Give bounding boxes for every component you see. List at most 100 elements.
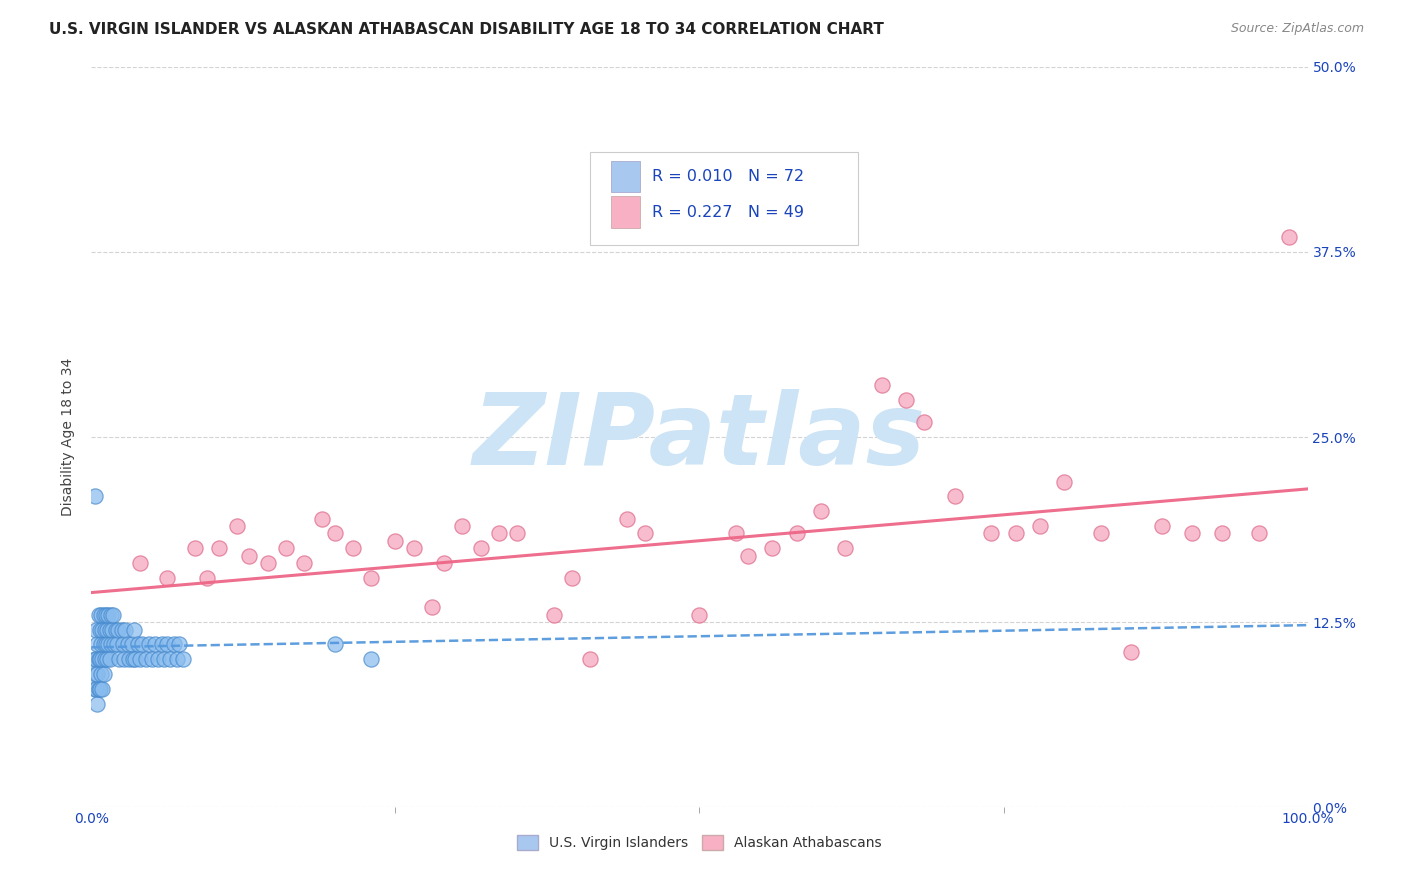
Point	[724, 526, 747, 541]
Point	[103, 637, 125, 651]
Point	[579, 652, 602, 666]
Point	[980, 526, 1002, 541]
Point	[166, 652, 188, 666]
Point	[156, 637, 179, 651]
Point	[810, 504, 832, 518]
Point	[104, 623, 127, 637]
Point	[91, 652, 114, 666]
Point	[172, 652, 194, 666]
Text: ZIPatlas: ZIPatlas	[472, 389, 927, 485]
Point	[103, 607, 125, 622]
Point	[111, 637, 134, 651]
Point	[311, 511, 333, 525]
Point	[97, 607, 120, 622]
Point	[90, 637, 112, 651]
Legend: U.S. Virgin Islanders, Alaskan Athabascans: U.S. Virgin Islanders, Alaskan Athabasca…	[512, 830, 887, 855]
Point	[84, 681, 107, 696]
Point	[135, 652, 157, 666]
Point	[896, 392, 918, 407]
Point	[93, 637, 115, 651]
Y-axis label: Disability Age 18 to 34: Disability Age 18 to 34	[62, 358, 76, 516]
Point	[943, 489, 966, 503]
Point	[634, 526, 657, 541]
Point	[561, 571, 583, 585]
Point	[105, 637, 128, 651]
Point	[91, 623, 114, 637]
Point	[688, 607, 710, 622]
Point	[90, 667, 112, 681]
Point	[488, 526, 510, 541]
Point	[834, 541, 856, 555]
Point	[94, 652, 117, 666]
Point	[143, 637, 166, 651]
Point	[761, 541, 783, 555]
Point	[208, 541, 231, 555]
Point	[543, 607, 565, 622]
Point	[93, 607, 115, 622]
Point	[100, 637, 122, 651]
Point	[150, 637, 173, 651]
Text: R = 0.010   N = 72: R = 0.010 N = 72	[652, 169, 804, 184]
Point	[360, 571, 382, 585]
Point	[127, 637, 149, 651]
Point	[89, 623, 111, 637]
Point	[342, 541, 364, 555]
Point	[195, 571, 218, 585]
Point	[1029, 519, 1052, 533]
FancyBboxPatch shape	[591, 152, 858, 244]
Point	[129, 652, 152, 666]
Point	[384, 533, 406, 548]
Point	[84, 489, 107, 503]
Point	[87, 681, 110, 696]
Point	[323, 637, 346, 651]
Text: R = 0.227   N = 49: R = 0.227 N = 49	[652, 204, 804, 219]
Point	[117, 637, 139, 651]
Point	[737, 549, 759, 563]
Point	[121, 637, 143, 651]
Point	[101, 623, 124, 637]
Point	[167, 637, 190, 651]
Point	[98, 652, 121, 666]
Point	[786, 526, 808, 541]
Text: U.S. VIRGIN ISLANDER VS ALASKAN ATHABASCAN DISABILITY AGE 18 TO 34 CORRELATION C: U.S. VIRGIN ISLANDER VS ALASKAN ATHABASC…	[49, 22, 884, 37]
Point	[91, 681, 114, 696]
Text: Source: ZipAtlas.com: Source: ZipAtlas.com	[1230, 22, 1364, 36]
Point	[108, 652, 131, 666]
Point	[118, 652, 141, 666]
Point	[122, 623, 145, 637]
Point	[1150, 519, 1173, 533]
Point	[114, 623, 136, 637]
Point	[97, 637, 120, 651]
Point	[451, 519, 474, 533]
Point	[156, 571, 179, 585]
Point	[153, 652, 176, 666]
Point	[1211, 526, 1233, 541]
Point	[93, 667, 115, 681]
Bar	[610, 161, 640, 192]
Point	[94, 607, 117, 622]
Point	[124, 652, 146, 666]
Point	[256, 556, 278, 570]
Point	[89, 681, 111, 696]
Point	[86, 637, 108, 651]
Point	[86, 667, 108, 681]
Point	[506, 526, 529, 541]
Point	[84, 623, 107, 637]
Point	[1090, 526, 1112, 541]
Point	[163, 637, 186, 651]
Point	[87, 652, 110, 666]
Point	[84, 652, 107, 666]
Point	[870, 378, 893, 392]
Point	[84, 652, 107, 666]
Point	[100, 607, 122, 622]
Point	[131, 637, 153, 651]
Point	[1278, 230, 1301, 244]
Point	[148, 652, 170, 666]
Point	[89, 652, 111, 666]
Point	[616, 511, 638, 525]
Point	[1053, 475, 1076, 489]
Point	[129, 556, 152, 570]
Point	[1247, 526, 1270, 541]
Point	[1181, 526, 1204, 541]
Point	[107, 623, 129, 637]
